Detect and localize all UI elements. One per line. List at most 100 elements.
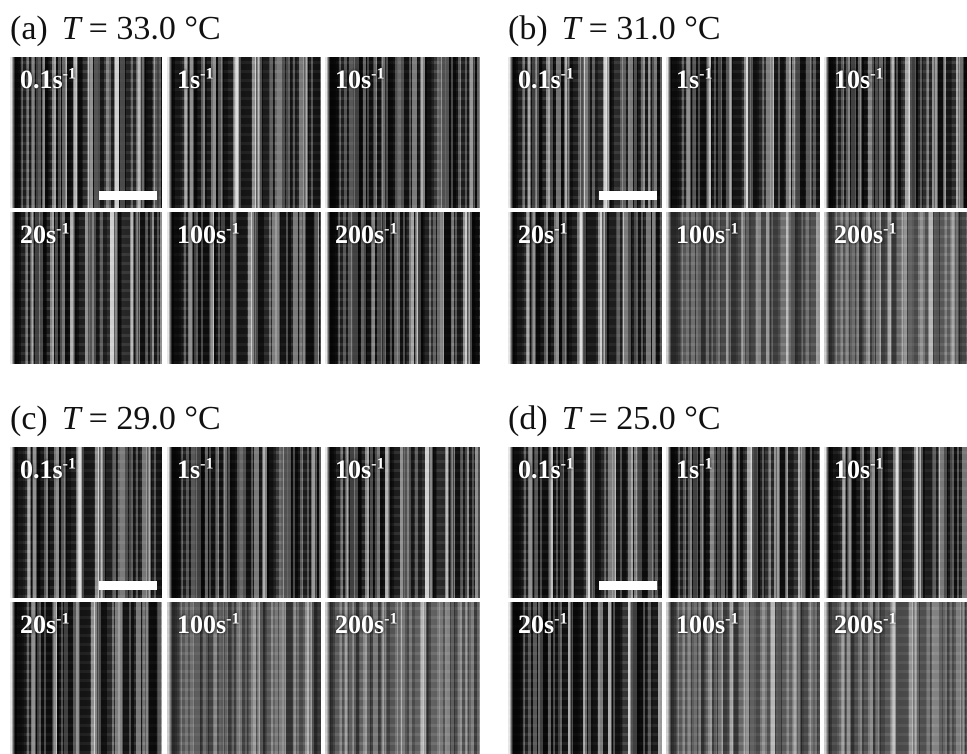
exponent: -1 [699, 65, 712, 82]
condition: = 29.0 °C [89, 400, 221, 437]
micrograph: 10s-1 [824, 447, 967, 598]
micrograph: 0.1s-1 [508, 57, 662, 208]
scale-bar [599, 581, 657, 590]
rate: 10s [335, 65, 371, 94]
rate: 200s [834, 610, 883, 639]
variable: T [562, 400, 581, 437]
condition: = 33.0 °C [89, 10, 221, 47]
panel-label: (d) [508, 400, 548, 437]
rate-label: 1s-1 [177, 65, 213, 95]
exponent: -1 [561, 455, 574, 472]
micrograph: 10s-1 [325, 57, 480, 208]
variable: T [62, 10, 81, 47]
micrograph: 0.1s-1 [10, 57, 162, 208]
exponent: -1 [725, 610, 738, 627]
exponent: -1 [870, 455, 883, 472]
micrograph: 100s-1 [167, 602, 321, 754]
panel-label: (b) [508, 10, 548, 47]
exponent: -1 [226, 220, 239, 237]
exponent: -1 [554, 610, 567, 627]
rate-label: 20s-1 [518, 610, 567, 640]
rate: 0.1s [20, 455, 63, 484]
rate: 1s [676, 65, 699, 94]
exponent: -1 [226, 610, 239, 627]
exponent: -1 [56, 220, 69, 237]
rate-label: 100s-1 [676, 610, 738, 640]
micrograph: 1s-1 [666, 57, 820, 208]
rate-label: 20s-1 [20, 220, 69, 250]
rate: 10s [834, 65, 870, 94]
rate: 1s [177, 455, 200, 484]
exponent: -1 [554, 220, 567, 237]
rate: 200s [834, 220, 883, 249]
condition: = 25.0 °C [589, 400, 721, 437]
figure: (a)T= 33.0 °C0.1s-11s-110s-120s-1100s-12… [0, 0, 967, 754]
rate-label: 10s-1 [834, 455, 883, 485]
rate: 1s [676, 455, 699, 484]
micrograph: 0.1s-1 [508, 447, 662, 598]
exponent: -1 [56, 610, 69, 627]
rate: 20s [20, 220, 56, 249]
rate: 0.1s [20, 65, 63, 94]
rate: 100s [177, 610, 226, 639]
micrograph: 200s-1 [824, 602, 967, 754]
scale-bar [99, 191, 157, 200]
rate-label: 0.1s-1 [20, 65, 76, 95]
exponent: -1 [200, 455, 213, 472]
exponent: -1 [63, 455, 76, 472]
rate: 20s [518, 220, 554, 249]
exponent: -1 [883, 610, 896, 627]
micrograph: 1s-1 [167, 447, 321, 598]
micrograph: 100s-1 [167, 212, 321, 364]
rate: 10s [834, 455, 870, 484]
rate-label: 200s-1 [834, 610, 896, 640]
exponent: -1 [725, 220, 738, 237]
exponent: -1 [699, 455, 712, 472]
micrograph: 200s-1 [325, 602, 480, 754]
rate: 100s [676, 220, 725, 249]
micrograph: 1s-1 [666, 447, 820, 598]
rate: 0.1s [518, 455, 561, 484]
rate-label: 1s-1 [676, 65, 712, 95]
rate: 100s [177, 220, 226, 249]
exponent: -1 [200, 65, 213, 82]
rate-label: 20s-1 [20, 610, 69, 640]
micrograph: 20s-1 [508, 212, 662, 364]
panel-label: (a) [10, 10, 48, 47]
micrograph: 20s-1 [508, 602, 662, 754]
micrograph: 10s-1 [824, 57, 967, 208]
scale-bar [599, 191, 657, 200]
micrograph: 100s-1 [666, 212, 820, 364]
exponent: -1 [371, 455, 384, 472]
rate: 100s [676, 610, 725, 639]
exponent: -1 [883, 220, 896, 237]
micrograph: 200s-1 [824, 212, 967, 364]
rate-label: 1s-1 [676, 455, 712, 485]
rate-label: 0.1s-1 [518, 65, 574, 95]
rate-label: 200s-1 [335, 220, 397, 250]
rate-label: 10s-1 [335, 65, 384, 95]
rate-label: 10s-1 [834, 65, 883, 95]
rate-label: 200s-1 [335, 610, 397, 640]
rate: 20s [20, 610, 56, 639]
exponent: -1 [384, 610, 397, 627]
exponent: -1 [63, 65, 76, 82]
rate: 200s [335, 220, 384, 249]
panel-title: (c)T= 29.0 °C [10, 400, 221, 438]
variable: T [562, 10, 581, 47]
rate: 0.1s [518, 65, 561, 94]
rate: 1s [177, 65, 200, 94]
rate-label: 100s-1 [177, 220, 239, 250]
rate-label: 20s-1 [518, 220, 567, 250]
micrograph: 100s-1 [666, 602, 820, 754]
condition: = 31.0 °C [589, 10, 721, 47]
panel-title: (b) T= 31.0 °C [508, 10, 721, 48]
rate-label: 1s-1 [177, 455, 213, 485]
panel-title: (d) T= 25.0 °C [508, 400, 721, 438]
rate: 20s [518, 610, 554, 639]
rate-label: 10s-1 [335, 455, 384, 485]
scale-bar [99, 581, 157, 590]
micrograph: 200s-1 [325, 212, 480, 364]
micrograph: 20s-1 [10, 602, 162, 754]
rate: 200s [335, 610, 384, 639]
